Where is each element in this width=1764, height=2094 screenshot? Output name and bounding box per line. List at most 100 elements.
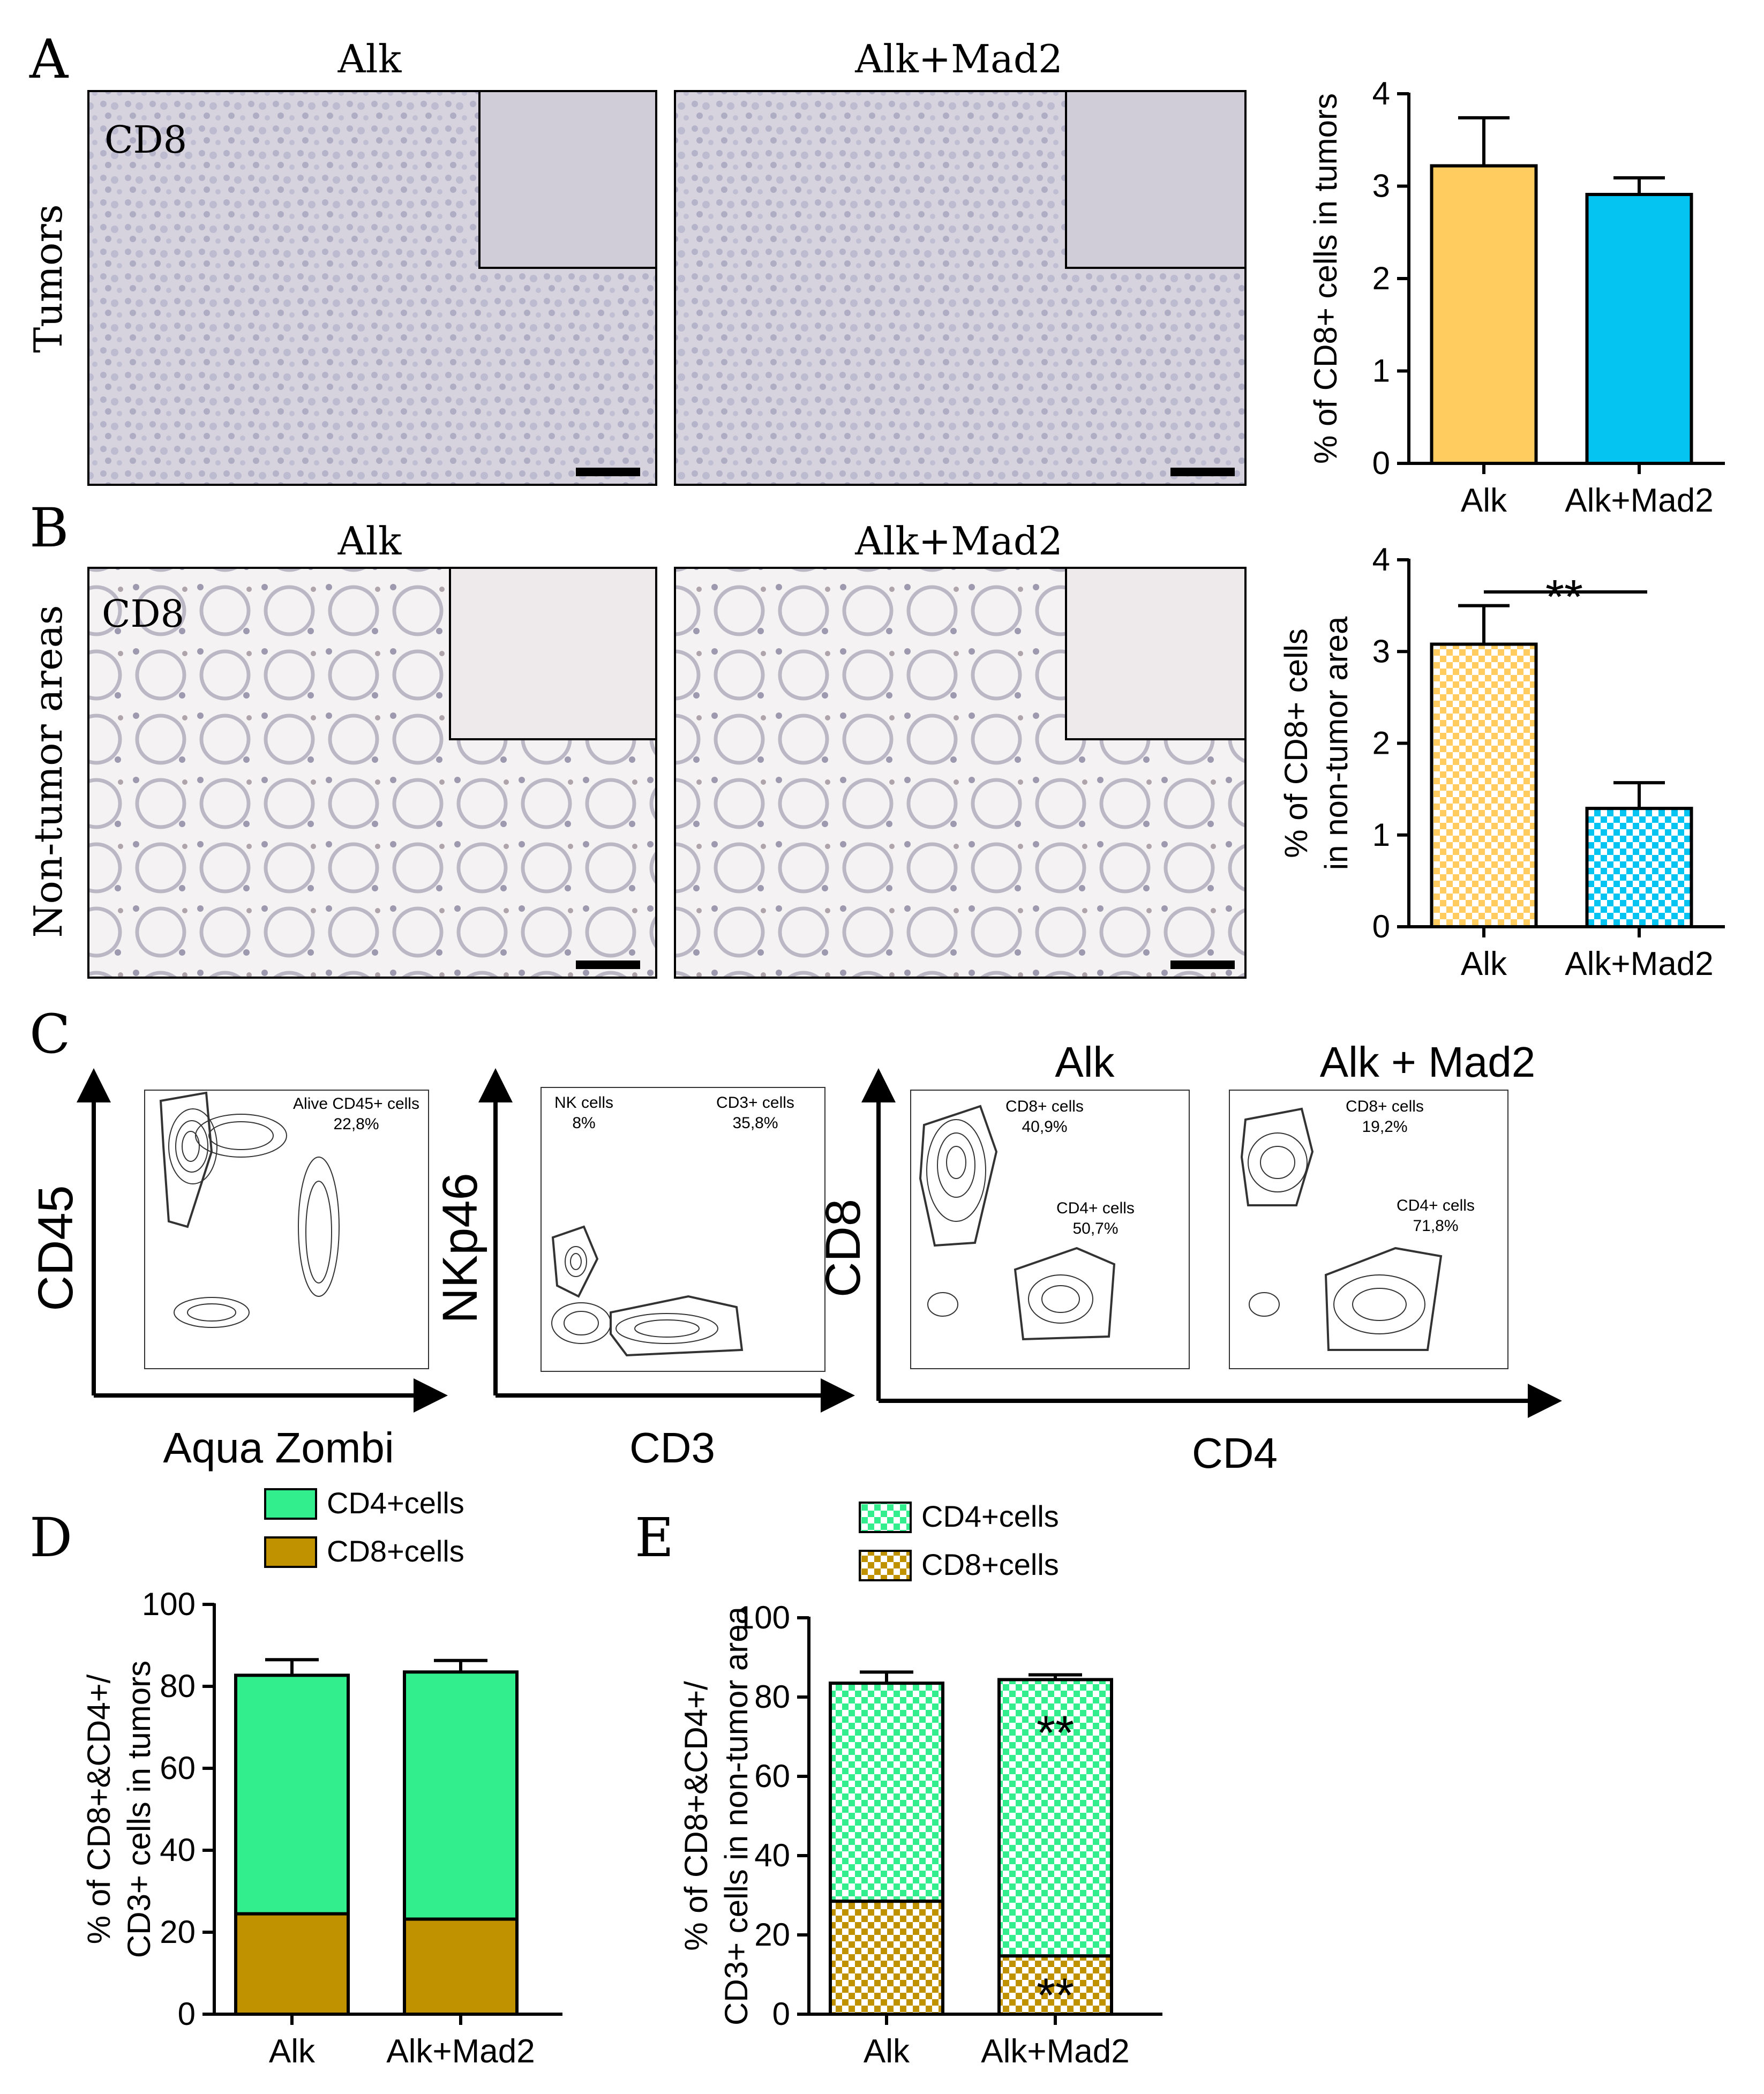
y-tick-label: 2 bbox=[1372, 725, 1390, 761]
alk-cd4-label: CD4+ cells bbox=[1056, 1199, 1135, 1217]
gate-percent: 22,8% bbox=[333, 1115, 379, 1133]
panel-c-flow: CD45 Aqua Zombi Alive CD45+ cells 22,8% bbox=[28, 1038, 1562, 1477]
y-tick-label: 40 bbox=[754, 1837, 790, 1873]
micrograph-b-alk: CD8 bbox=[87, 567, 657, 979]
panel-letter-c: C bbox=[29, 1003, 71, 1065]
subplot-title-alk: Alk bbox=[1055, 1038, 1115, 1086]
y-tick-label: 100 bbox=[142, 1586, 196, 1622]
bar-segment bbox=[997, 1678, 1113, 1958]
panel-letter-d: D bbox=[29, 1506, 72, 1569]
mad2-cd8-percent: 19,2% bbox=[1362, 1118, 1407, 1136]
inset bbox=[478, 90, 657, 269]
y-tick-label: 4 bbox=[1372, 542, 1390, 577]
x-tick-label: Alk bbox=[1461, 482, 1507, 519]
panel-b-col-label-alk: Alk bbox=[337, 519, 402, 564]
x-tick-label: Alk bbox=[864, 2033, 910, 2070]
scale-bar bbox=[576, 960, 640, 969]
panel-a-col-label-alk: Alk bbox=[337, 36, 402, 81]
x-tick-label: Alk+Mad2 bbox=[386, 2033, 535, 2070]
y-axis-label: NKp46 bbox=[433, 1173, 487, 1323]
y-tick-label: 3 bbox=[1372, 633, 1390, 669]
bar-segment bbox=[997, 1954, 1113, 2016]
y-axis-label: % of CD8+ cells bbox=[1278, 628, 1314, 858]
panel-letter-a: A bbox=[29, 28, 69, 91]
x-axis-label: Aqua Zombi bbox=[163, 1424, 394, 1472]
legend-swatch bbox=[859, 1502, 912, 1533]
mad2-cd4-percent: 71,8% bbox=[1413, 1217, 1458, 1235]
stain-label: CD8 bbox=[104, 118, 187, 162]
alk-cd4-percent: 50,7% bbox=[1072, 1220, 1118, 1237]
flow-plot-2: NKp46 CD3 NK cells 8% CD3+ cells 35,8% bbox=[433, 1068, 855, 1472]
y-tick-label: 20 bbox=[754, 1917, 790, 1953]
gate1-label: NK cells bbox=[554, 1094, 613, 1112]
x-axis-label: CD4 bbox=[1192, 1429, 1278, 1477]
inset bbox=[449, 567, 657, 740]
bar-segment bbox=[403, 1670, 519, 1921]
legend-label: CD4+cells bbox=[921, 1499, 1059, 1533]
panel-a-micrographs: Alk Alk+Mad2 Tumors CD8 bbox=[26, 36, 1247, 486]
plot-frame bbox=[541, 1087, 825, 1372]
significance-label: ** bbox=[1545, 571, 1583, 624]
legend-swatch bbox=[264, 1536, 317, 1568]
subplot-title-alkmad2: Alk + Mad2 bbox=[1320, 1038, 1535, 1086]
x-tick-label: Alk+Mad2 bbox=[981, 2033, 1129, 2070]
contours bbox=[551, 1225, 744, 1357]
y-axis-label: CD3+ cells in tumors bbox=[121, 1661, 157, 1958]
scale-bar bbox=[576, 468, 640, 476]
legend-swatch bbox=[859, 1550, 912, 1581]
stain-label: CD8 bbox=[102, 592, 184, 636]
plot-frame-alkmad2 bbox=[1229, 1090, 1508, 1369]
y-tick-label: 0 bbox=[178, 1996, 196, 2032]
y-tick-label: 0 bbox=[1372, 909, 1390, 944]
y-tick-label: 1 bbox=[1372, 353, 1390, 389]
x-tick-label: Alk bbox=[1461, 945, 1507, 982]
y-tick-label: 0 bbox=[772, 1996, 790, 2032]
panel-a-row-label: Tumors bbox=[26, 204, 71, 352]
y-tick-label: 40 bbox=[160, 1832, 196, 1868]
bar-segment bbox=[829, 1900, 944, 2016]
mad2-cd4-label: CD4+ cells bbox=[1397, 1197, 1475, 1214]
bar-segment bbox=[234, 1673, 350, 1916]
y-axis-label: % of CD8+&CD4+/ bbox=[81, 1674, 117, 1944]
flow-plot-3: CD8 CD4 Alk Alk + Mad2 CD8+ cells 40,9% … bbox=[816, 1038, 1562, 1477]
y-tick-label: 100 bbox=[737, 1600, 790, 1635]
flow-plot-1: CD45 Aqua Zombi Alive CD45+ cells 22,8% bbox=[28, 1068, 448, 1472]
bar-segment bbox=[829, 1682, 944, 1903]
contours bbox=[159, 1091, 340, 1328]
alk-cd8-percent: 40,9% bbox=[1022, 1118, 1067, 1136]
gate-label: Alive CD45+ cells bbox=[293, 1095, 419, 1113]
gate1-percent: 8% bbox=[572, 1114, 595, 1132]
micrograph-a-alk: CD8 bbox=[87, 90, 657, 486]
y-axis-label: in non-tumor area bbox=[1318, 616, 1354, 870]
gate2-percent: 35,8% bbox=[732, 1114, 778, 1132]
y-tick-label: 2 bbox=[1372, 260, 1390, 296]
scale-bar bbox=[1170, 960, 1235, 969]
y-axis-label: % of CD8+&CD4+/ bbox=[678, 1681, 714, 1951]
y-tick-label: 80 bbox=[160, 1668, 196, 1704]
y-axis-label: CD45 bbox=[28, 1185, 83, 1311]
gate2-label: CD3+ cells bbox=[716, 1094, 794, 1112]
legend-swatch bbox=[264, 1488, 317, 1520]
bar-segment bbox=[403, 1917, 519, 2016]
contours-alk bbox=[919, 1105, 1116, 1341]
y-axis-label: % of CD8+ cells in tumors bbox=[1308, 93, 1343, 464]
significance-label: ** bbox=[1037, 1969, 1074, 2023]
chart-b: 0 1 2 3 4 Alk Alk+Mad2 % of CD8+ cells in non-tu… bbox=[1278, 542, 1725, 982]
x-tick-label: Alk+Mad2 bbox=[1565, 482, 1713, 519]
inset bbox=[1065, 90, 1247, 269]
legend-label: CD8+cells bbox=[921, 1548, 1059, 1581]
y-tick-label: 60 bbox=[160, 1750, 196, 1786]
inset bbox=[1065, 567, 1247, 740]
micrograph-b-alkmad2 bbox=[674, 567, 1247, 979]
significance-label: ** bbox=[1037, 1706, 1074, 1760]
panel-letter-b: B bbox=[29, 497, 69, 559]
panel-b-micrographs: Alk Alk+Mad2 Non-tumor areas CD8 bbox=[26, 519, 1247, 979]
y-tick-label: 60 bbox=[754, 1758, 790, 1794]
y-tick-label: 0 bbox=[1372, 445, 1390, 481]
panel-b-col-label-alkmad2: Alk+Mad2 bbox=[854, 519, 1063, 564]
x-tick-label: Alk bbox=[269, 2033, 316, 2070]
y-tick-label: 1 bbox=[1372, 817, 1390, 853]
panel-b-row-label: Non-tumor areas bbox=[26, 605, 71, 937]
